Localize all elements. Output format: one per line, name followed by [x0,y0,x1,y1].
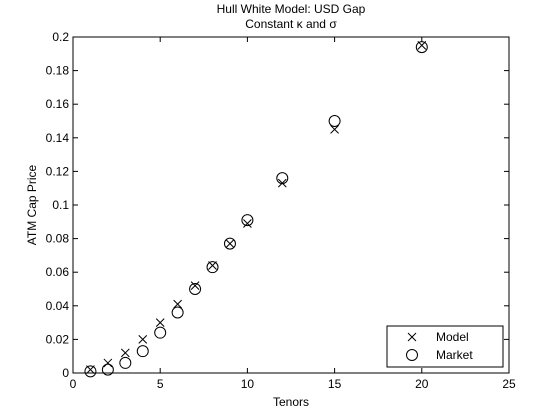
chart-title: Hull White Model: USD Gap [217,2,366,16]
plot-area [72,36,510,374]
market-point [223,237,236,250]
legend-model-x-marker [407,332,417,342]
model-point [173,299,182,309]
x-tick-label: 10 [241,377,255,391]
data-points [84,41,428,378]
x-tick-labels: 0 5 10 15 20 25 [70,377,516,391]
y-tick-label: 0.16 [46,97,70,111]
market-point [136,345,149,358]
y-tick-label: 0.14 [46,131,70,145]
market-point [101,363,114,376]
market-point [415,41,428,54]
y-tick-label: 0.08 [46,232,70,246]
model-point [225,239,235,248]
x-tick-label: 0 [70,377,77,391]
y-tick-label: 0.04 [46,299,70,313]
y-tick-label: 0.12 [46,164,70,178]
market-point [171,306,184,319]
y-tick-label: 0.06 [46,265,70,279]
market-point [241,214,254,227]
model-point [243,219,252,228]
x-axis-label: Tenors [273,395,309,409]
legend-model-label: Model [436,330,469,344]
y-tick-label: 0.1 [52,198,69,212]
y-tick-label: 0.2 [52,30,69,44]
x-tick-label: 5 [157,377,164,391]
market-point [119,356,132,369]
y-tick-label: 0 [62,366,69,380]
x-tick-label: 15 [328,377,342,391]
chart-subtitle: Constant κ and σ [245,17,337,31]
y-tick-labels: 0 0.02 0.04 0.06 0.08 0.1 0.12 0.14 0.16 0.18 0.2 [46,30,70,380]
axis-ticks [72,36,510,374]
model-point [138,335,148,344]
model-point [190,281,200,290]
legend-market-circle-marker [406,349,418,361]
y-tick-label: 0.18 [46,64,70,78]
legend-box [386,325,504,368]
model-point [103,358,113,368]
y-axis-label: ATM Cap Price [25,164,39,245]
market-point [276,172,289,185]
model-point [155,318,165,327]
y-tick-label: 0.02 [46,332,70,346]
legend: Model Market [386,325,504,368]
market-point [154,326,167,339]
market-point [189,283,202,295]
market-point [328,115,341,127]
model-point [330,125,339,134]
x-tick-label: 20 [415,377,429,391]
market-point [84,365,97,378]
legend-market-label: Market [436,348,473,362]
model-point [120,348,130,358]
market-point [206,261,219,274]
x-tick-label: 25 [502,377,516,391]
